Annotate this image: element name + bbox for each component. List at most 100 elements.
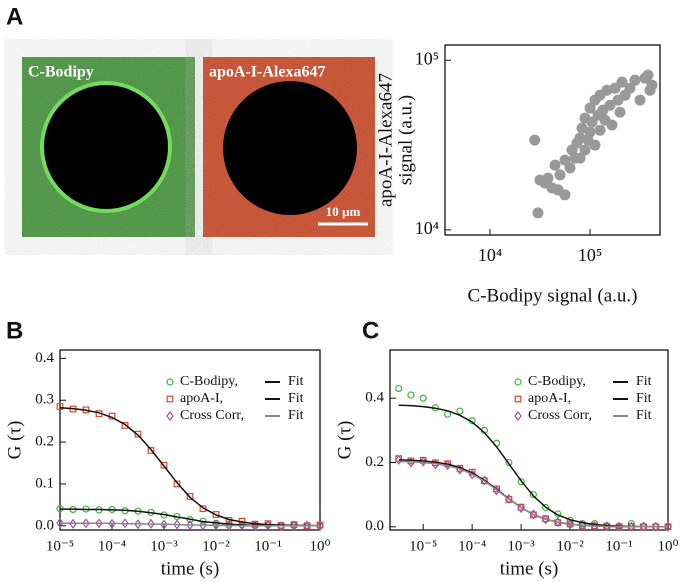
data-point [134,430,142,438]
data-point [173,480,181,488]
x-tick-label: 10⁻⁵ [46,538,74,554]
data-point [69,518,77,529]
data-point [651,521,660,532]
legend-marker [166,378,174,386]
data-point [407,391,415,399]
plot-frame [444,44,661,236]
x-tick-label: 10⁻² [556,538,584,554]
y-tick-label: 0.2 [35,434,54,450]
legend-label: C-Bodipy, [180,374,238,389]
data-point [160,519,168,530]
fit-line [398,404,668,528]
x-tick-label: 10⁻⁴ [98,538,126,554]
x-axis-label: C-Bodipy signal (a.u.) [468,285,638,306]
panel-label: B [6,317,23,344]
data-point [186,519,194,530]
legend-label: Fit [288,374,304,389]
fit-line [398,460,668,528]
data-point [627,521,636,532]
x-tick-label: 10⁰ [309,538,330,554]
data-point [56,403,64,410]
y-axis-label: G (τ) [4,421,25,460]
y-tick-label: 0.2 [365,454,384,470]
data-point [147,518,155,529]
legend-marker [166,395,174,403]
data-point [134,519,142,530]
x-axis-label: time (s) [161,558,220,579]
scatter-point [624,82,636,94]
x-tick-label: 10⁻² [202,538,230,554]
data-point [419,394,427,402]
legend-label: Fit [288,391,304,406]
legend-label: Fit [288,408,304,423]
scatter-point [614,106,626,118]
fit-line [59,407,321,527]
data-point [56,517,64,528]
legend-label: apoA-I, [528,391,571,406]
y-tick-label: 0.4 [365,390,384,406]
data-point [456,407,464,415]
scatter-point [549,159,561,171]
data-point [199,520,207,531]
legend-marker [166,411,174,421]
x-axis-label: time (s) [500,558,559,579]
x-tick-label: 10⁻⁴ [458,538,486,554]
y-tick-label: 10⁴ [415,218,439,238]
scale-bar-label: 10 µm [326,204,361,219]
data-point [147,447,155,454]
y-axis-label: apoA-I-Alexa647 [375,73,396,207]
data-point [529,491,537,499]
y-axis-label: G (τ) [334,421,355,460]
panel-label: C [362,317,379,344]
x-tick-label: 10⁻³ [150,538,178,554]
data-point [160,461,168,469]
scatter-point [616,76,628,88]
scatter-point [532,207,544,219]
scatter-point [529,134,541,146]
micrograph: C-Bodipy [22,57,195,237]
data-point [95,518,103,529]
data-point [554,516,562,527]
legend-label: Fit [636,408,652,423]
plot-frame [59,349,321,531]
x-tick-label: 10⁵ [578,245,602,265]
fit-line [398,459,668,528]
x-tick-label: 10⁻¹ [605,538,632,554]
data-point [290,520,298,531]
scatter-point [559,189,571,201]
image-label: C-Bodipy [28,64,94,81]
legend-label: Fit [636,391,652,406]
legend-label: apoA-I, [180,391,223,406]
y-tick-label: 10⁵ [415,48,439,68]
x-tick-label: 10⁻⁵ [409,538,437,554]
scatter-point [574,152,586,164]
scatter-point [554,169,566,181]
data-point [639,521,648,532]
scatter-point [584,102,596,114]
scatter-point [646,79,658,91]
data-point [554,510,562,518]
data-point [121,518,129,529]
y-axis-label: signal (a.u.) [395,95,416,185]
data-point [541,503,550,512]
legend: C-Bodipy, apoA-I, Cross Corr, Fit Fit Fit [166,374,304,423]
micrograph: apoA-I-Alexa647 10 µm [203,57,375,237]
data-point [238,520,246,531]
data-point [121,421,129,429]
data-point [505,458,513,467]
panel-label: A [6,3,23,30]
data-point [395,384,403,393]
data-point [82,518,90,529]
legend-label: Cross Corr, [180,408,244,423]
legend-marker [514,378,522,386]
plot-frame [389,349,669,531]
y-tick-label: 0.0 [365,518,384,534]
x-tick-label: 10⁰ [657,538,678,554]
image-label: apoA-I-Alexa647 [209,64,325,81]
data-point [303,520,311,531]
data-point [186,493,194,500]
scatter-point [606,119,618,131]
data-point [212,511,220,518]
data-point [664,521,672,532]
